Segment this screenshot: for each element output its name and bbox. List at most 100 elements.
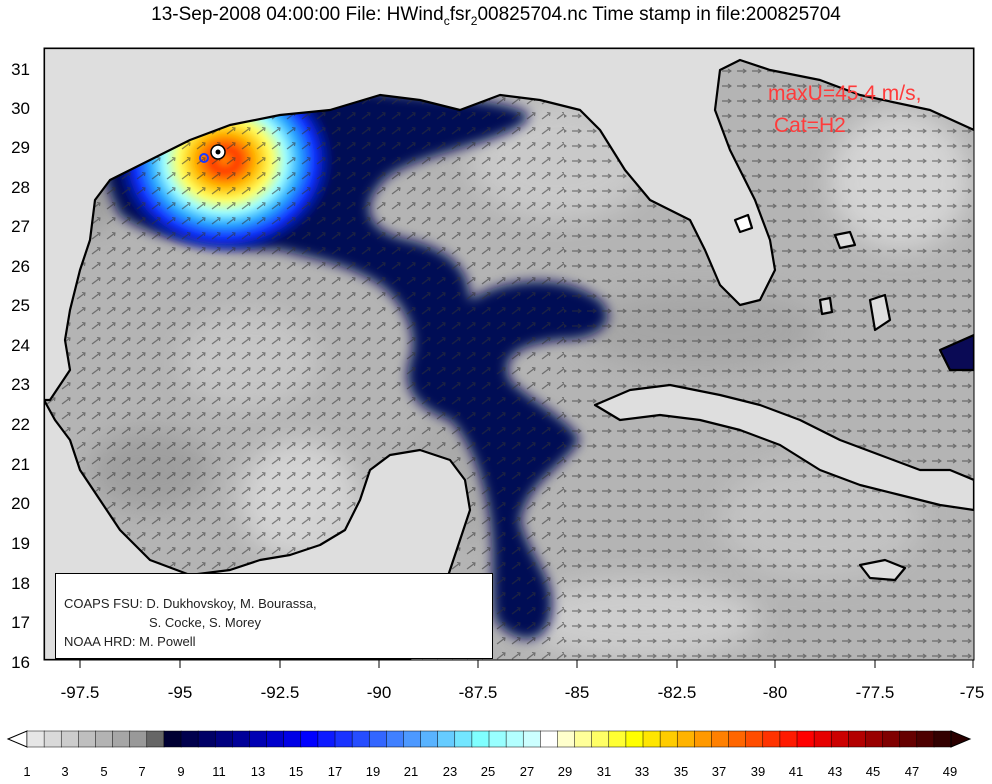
colorbar-cell <box>711 730 730 748</box>
lat-label: 28 <box>11 178 30 197</box>
lat-label: 29 <box>11 138 30 157</box>
colorbar-cell <box>300 730 319 748</box>
colorbar-cell <box>848 730 867 748</box>
colorbar-cell <box>676 730 695 748</box>
colorbar-cell <box>865 730 884 748</box>
us-gulf-coast <box>44 48 974 402</box>
colorbar-cell <box>882 730 901 748</box>
colorbar-cell <box>43 730 62 748</box>
colorbar-label: 29 <box>558 764 572 779</box>
lat-label: 19 <box>11 534 30 553</box>
colorbar-cell <box>642 730 661 748</box>
colorbar-cell <box>403 730 422 748</box>
colorbar-label: 39 <box>751 764 765 779</box>
colorbar-cell <box>779 730 798 748</box>
title-part: fsr <box>449 4 471 25</box>
colorbar-label: 15 <box>289 764 303 779</box>
colorbar-label: 43 <box>828 764 842 779</box>
colorbar-label: 13 <box>251 764 265 779</box>
lat-label: 24 <box>11 336 30 355</box>
lon-label: -77.5 <box>856 683 895 702</box>
colorbar-cell <box>522 730 541 748</box>
colorbar-cell <box>420 730 439 748</box>
colorbar-label: 9 <box>177 764 184 779</box>
lat-label: 27 <box>11 217 30 236</box>
colorbar-cell <box>813 730 832 748</box>
colorbar-cell <box>317 730 336 748</box>
colorbar-cell <box>95 730 114 748</box>
colorbar-cell <box>471 730 490 748</box>
colorbar-cell <box>146 730 165 748</box>
colorbar-cells <box>26 730 952 748</box>
colorbar-cell <box>112 730 131 748</box>
colorbar-label: 47 <box>905 764 919 779</box>
storm-eye-marker <box>199 144 226 163</box>
lon-label: -82.5 <box>658 683 697 702</box>
colorbar-cell <box>591 730 610 748</box>
colorbar-cell <box>557 730 576 748</box>
lon-label: -95 <box>168 683 193 702</box>
cuba <box>593 383 974 512</box>
lon-label: -92.5 <box>261 683 300 702</box>
credits-line: NOAA HRD: M. Powell <box>64 634 196 649</box>
colorbar-cell <box>249 730 268 748</box>
colorbar-label: 17 <box>328 764 342 779</box>
colorbar-cell <box>78 730 97 748</box>
colorbar-cell <box>608 730 627 748</box>
colorbar-cell <box>163 730 182 748</box>
colorbar-label: 7 <box>138 764 145 779</box>
credits-line: COAPS FSU: D. Dukhovskoy, M. Bourassa, <box>64 596 317 611</box>
colorbar-label: 27 <box>520 764 534 779</box>
colorbar-cell <box>386 730 405 748</box>
colorbar-cell <box>197 730 216 748</box>
axis-ticks <box>79 660 974 668</box>
colorbar-cell <box>728 730 747 748</box>
colorbar-cell <box>505 730 524 748</box>
lat-label: 26 <box>11 257 30 276</box>
lon-label: -87.5 <box>459 683 498 702</box>
title-part: 00825704.nc Time stamp in file:200825704 <box>477 4 841 25</box>
colorbar-label: 45 <box>866 764 880 779</box>
colorbar-cell <box>180 730 199 748</box>
lat-label: 22 <box>11 415 30 434</box>
lat-label: 31 <box>11 60 30 79</box>
colorbar-cell <box>694 730 713 748</box>
title-part: 13-Sep-2008 04:00:00 File: HWind <box>151 4 444 25</box>
title-subscript: c <box>443 13 450 28</box>
colorbar-cell <box>26 730 45 748</box>
credits-box: COAPS FSU: D. Dukhovskoy, M. Bourassa, S… <box>55 573 493 659</box>
longitude-labels: -97.5 -95 -92.5 -90 -87.5 -85 -82.5 -80 … <box>61 683 985 702</box>
colorbar-label: 21 <box>404 764 418 779</box>
colorbar-cell <box>830 730 849 748</box>
colorbar-label: 33 <box>635 764 649 779</box>
wind-speed-field <box>44 48 974 660</box>
credits-line: S. Cocke, S. Morey <box>149 615 261 630</box>
colorbar-cell <box>933 730 952 748</box>
colorbar-cell <box>437 730 456 748</box>
lon-label: -80 <box>763 683 788 702</box>
colorbar-label: 41 <box>789 764 803 779</box>
colorbar-label: 11 <box>212 764 226 779</box>
colorbar-cell <box>214 730 233 748</box>
colorbar-label: 19 <box>366 764 380 779</box>
colorbar-cell <box>745 730 764 748</box>
colorbar-label: 23 <box>443 764 457 779</box>
colorbar-cell <box>762 730 781 748</box>
lon-label: -97.5 <box>61 683 100 702</box>
colorbar-cell <box>625 730 644 748</box>
title-subscript: 2 <box>470 13 478 28</box>
colorbar: 1 3 5 7 9 11 13 15 17 19 21 23 25 27 29 … <box>6 730 972 779</box>
lat-label: 25 <box>11 296 30 315</box>
colorbar-cell <box>334 730 353 748</box>
colorbar-low-arrow <box>6 730 28 748</box>
jamaica <box>858 558 907 582</box>
colorbar-cell <box>351 730 370 748</box>
colorbar-cell <box>899 730 918 748</box>
lat-label: 30 <box>11 99 30 118</box>
colorbar-label: 1 <box>23 764 30 779</box>
colorbar-high-arrow <box>950 730 972 748</box>
colorbar-label: 37 <box>712 764 726 779</box>
colorbar-cell <box>488 730 507 748</box>
page-title: 13-Sep-2008 04:00:00 File: HWindcfsr2008… <box>0 4 992 28</box>
